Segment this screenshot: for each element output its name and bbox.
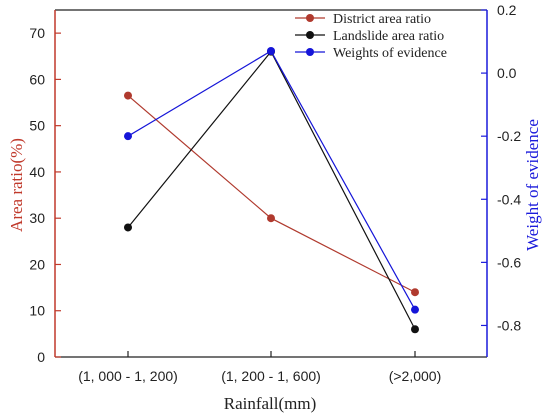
series-3-point (267, 47, 275, 56)
legend-label: Weights of evidence (333, 46, 447, 61)
right-tick-label: -0.8 (497, 317, 521, 333)
right-tick-label: -0.4 (497, 191, 521, 207)
legend-label: District area ratio (333, 12, 431, 27)
right-tick-label: 0.2 (497, 2, 517, 18)
series-1-point (267, 214, 275, 223)
legend-marker (306, 48, 314, 56)
left-tick-label: 0 (37, 349, 45, 365)
series-3-point (411, 305, 419, 314)
right-axis: -0.8 -0.6 -0.4 -0.2 0.0 0.2 (481, 2, 521, 357)
series-1-point (124, 91, 132, 100)
left-tick-label: 40 (29, 164, 45, 180)
series-3-point (124, 132, 132, 141)
right-tick-label: -0.6 (497, 254, 521, 270)
legend-label: Landslide area ratio (333, 29, 444, 44)
left-tick-label: 70 (29, 25, 45, 41)
legend-marker (306, 31, 314, 39)
legend-marker (306, 14, 314, 22)
series-layer (124, 47, 419, 334)
x-tick-label: (1, 200 - 1, 600) (221, 368, 321, 384)
left-tick-label: 10 (29, 303, 45, 319)
legend: District area ratio Landslide area ratio W… (295, 12, 447, 61)
left-tick-label: 50 (29, 118, 45, 134)
left-tick-label: 30 (29, 210, 45, 226)
series-2-point (124, 223, 132, 232)
plot-frame (55, 9, 487, 358)
left-axis: 0 10 20 30 40 50 60 70 (29, 10, 61, 365)
series-2-point (411, 325, 419, 334)
series-line-2 (127, 50, 416, 330)
right-axis-title: Weight of evidence (523, 119, 542, 251)
series-line-3 (127, 50, 416, 310)
x-axis: (1, 000 - 1, 200) (1, 200 - 1, 600) (>2,00… (78, 351, 441, 384)
right-tick-label: 0.0 (497, 65, 517, 81)
x-axis-title: Rainfall(mm) (224, 394, 317, 413)
series-line-1 (127, 95, 416, 293)
x-tick-label: (1, 000 - 1, 200) (78, 368, 178, 384)
series-1-point (411, 288, 419, 297)
left-axis-title: Area ratio(%) (7, 138, 26, 232)
left-tick-label: 60 (29, 71, 45, 87)
left-tick-label: 20 (29, 256, 45, 272)
right-tick-label: -0.2 (497, 128, 521, 144)
x-tick-label: (>2,000) (389, 368, 442, 384)
